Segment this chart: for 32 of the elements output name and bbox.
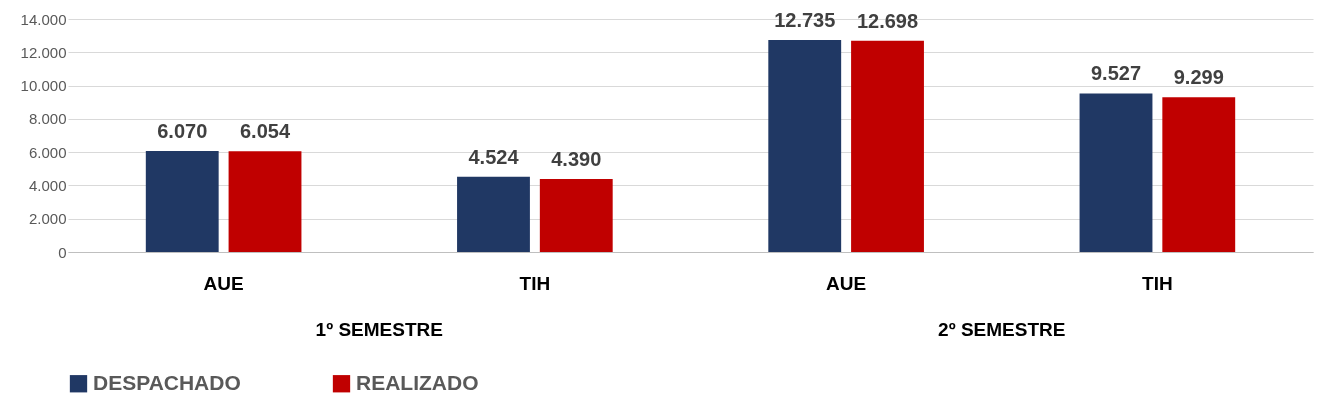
data-label: 9.527	[1090, 62, 1142, 85]
data-label: 6.054	[239, 120, 291, 143]
x-tick-label: TIH	[1142, 272, 1173, 294]
y-tick-label: 14.000	[20, 10, 67, 28]
y-tick-label: 4.000	[28, 176, 67, 194]
bar	[1162, 97, 1236, 252]
bar	[228, 151, 302, 252]
bar	[145, 150, 219, 252]
x-tick-label: AUE	[826, 272, 867, 294]
bar	[768, 40, 842, 252]
y-tick-label: 12.000	[20, 43, 67, 61]
data-label: 12.735	[774, 9, 836, 32]
legend-label: REALIZADO	[356, 370, 479, 394]
text: 2º SEMESTRE	[938, 319, 1066, 340]
y-tick-label: 0	[58, 243, 67, 261]
text: 1º SEMESTRE	[315, 319, 443, 340]
x-tick-label: AUE	[203, 272, 244, 294]
bar	[851, 40, 924, 252]
data-label: 4.390	[551, 147, 602, 170]
bar	[1079, 93, 1153, 252]
x-tick-label: TIH	[519, 272, 551, 294]
bar	[539, 178, 613, 252]
y-tick-label: 10.000	[20, 77, 67, 95]
data-label: 6.070	[157, 119, 208, 142]
bar	[457, 176, 530, 252]
y-tick-label: 6.000	[28, 143, 67, 161]
y-tick-label: 2.000	[28, 210, 67, 228]
data-label: 9.299	[1173, 66, 1224, 89]
y-tick-label: 8.000	[28, 110, 67, 128]
legend-label: DESPACHADO	[93, 370, 241, 394]
data-label: 4.524	[468, 145, 520, 168]
data-label: 12.698	[856, 9, 919, 32]
